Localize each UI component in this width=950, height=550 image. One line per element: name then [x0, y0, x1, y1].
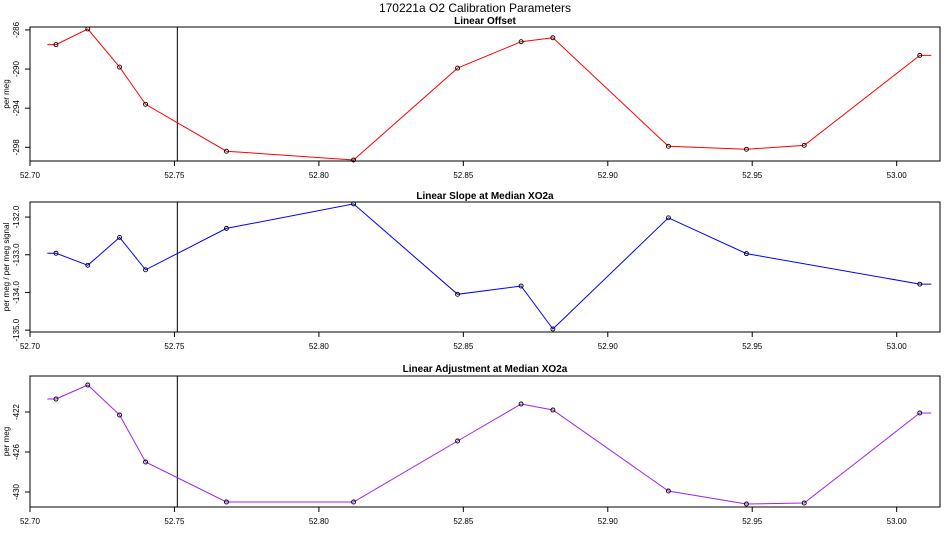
- data-point: [117, 234, 123, 240]
- panel-title: Linear Offset: [454, 16, 516, 27]
- panel-3: Linear Adjustment at Median XO2a 52.70 52.…: [2, 364, 941, 526]
- y-tick-label: -294: [12, 100, 21, 117]
- data-point: [85, 262, 91, 268]
- panel-2: Linear Slope at Median XO2a 52.70 52.75 52.…: [2, 191, 941, 351]
- y-axis-label: per meg / per meg signal: [2, 223, 11, 312]
- panel-title: Linear Slope at Median XO2a: [416, 191, 554, 202]
- x-tick-label: 53.00: [887, 517, 908, 526]
- panel-title: Linear Adjustment at Median XO2a: [403, 364, 568, 375]
- x-tick-label: 52.95: [742, 171, 763, 180]
- plot-frame: [29, 26, 941, 162]
- data-point: [665, 488, 671, 494]
- data-point: [223, 225, 229, 231]
- data-point: [550, 407, 556, 413]
- y-axis-label: per meg: [2, 427, 11, 456]
- data-point: [351, 499, 357, 505]
- data-point: [743, 251, 749, 257]
- series-line: [47, 384, 932, 505]
- plot-frame: [29, 375, 941, 508]
- series-line: [47, 28, 932, 161]
- y-tick-label: -134.0: [12, 281, 21, 304]
- y-tick-label: -430: [12, 483, 21, 500]
- x-tick-label: 52.70: [20, 517, 41, 526]
- data-point: [143, 267, 149, 273]
- data-point: [117, 64, 123, 70]
- panel-1: Linear Offset 52.70 52.75 52.80 52.85 52.90 52…: [2, 16, 941, 180]
- data-point: [223, 148, 229, 154]
- y-tick-label: -286: [12, 21, 21, 38]
- x-tick-label: 52.85: [453, 171, 474, 180]
- y-tick-label: -133.0: [12, 243, 21, 266]
- x-tick-label: 52.75: [164, 171, 185, 180]
- x-tick-label: 52.75: [164, 517, 185, 526]
- data-point: [917, 52, 923, 58]
- x-tick-label: 52.75: [164, 342, 185, 351]
- y-tick-label: -426: [12, 443, 21, 460]
- x-tick-label: 52.95: [742, 342, 763, 351]
- x-tick-label: 52.70: [20, 342, 41, 351]
- data-point: [53, 42, 59, 48]
- data-point: [351, 201, 357, 207]
- series-line: [47, 203, 932, 330]
- data-point: [665, 215, 671, 221]
- x-tick-label: 52.80: [309, 171, 330, 180]
- data-point: [53, 250, 59, 256]
- data-point: [743, 146, 749, 152]
- data-point: [351, 157, 357, 163]
- data-point: [143, 459, 149, 465]
- x-tick-label: 52.90: [598, 342, 619, 351]
- y-tick-label: -135.0: [12, 318, 21, 341]
- x-tick-label: 53.00: [887, 171, 908, 180]
- data-point: [518, 283, 524, 289]
- data-point: [550, 326, 556, 332]
- plot-frame: [29, 201, 941, 333]
- y-axis-label: per meg: [2, 79, 11, 108]
- data-point: [223, 499, 229, 505]
- data-point: [917, 410, 923, 416]
- data-point: [455, 438, 461, 444]
- data-point: [917, 281, 923, 287]
- y-tick-label: -290: [12, 61, 21, 78]
- data-point: [518, 401, 524, 407]
- data-point: [550, 35, 556, 41]
- x-tick-label: 52.70: [20, 171, 41, 180]
- main-title: 170221a O2 Calibration Parameters: [378, 1, 572, 15]
- data-point: [518, 39, 524, 45]
- y-tick-label: -422: [12, 403, 21, 420]
- x-tick-label: 52.90: [598, 517, 619, 526]
- data-point: [455, 65, 461, 71]
- data-point: [85, 382, 91, 388]
- x-tick-label: 52.95: [742, 517, 763, 526]
- data-point: [801, 500, 807, 506]
- data-point: [743, 501, 749, 507]
- data-point: [85, 26, 91, 32]
- y-tick-label: -132.0: [12, 205, 21, 228]
- data-point: [53, 396, 59, 402]
- data-point: [665, 143, 671, 149]
- data-point: [143, 101, 149, 107]
- data-point: [117, 412, 123, 418]
- x-tick-label: 52.80: [309, 342, 330, 351]
- x-tick-label: 52.80: [309, 517, 330, 526]
- x-tick-label: 52.85: [453, 342, 474, 351]
- x-tick-label: 52.90: [598, 171, 619, 180]
- x-tick-label: 53.00: [887, 342, 908, 351]
- y-tick-label: -298: [12, 139, 21, 156]
- x-tick-label: 52.85: [453, 517, 474, 526]
- data-point: [801, 142, 807, 148]
- data-point: [455, 291, 461, 297]
